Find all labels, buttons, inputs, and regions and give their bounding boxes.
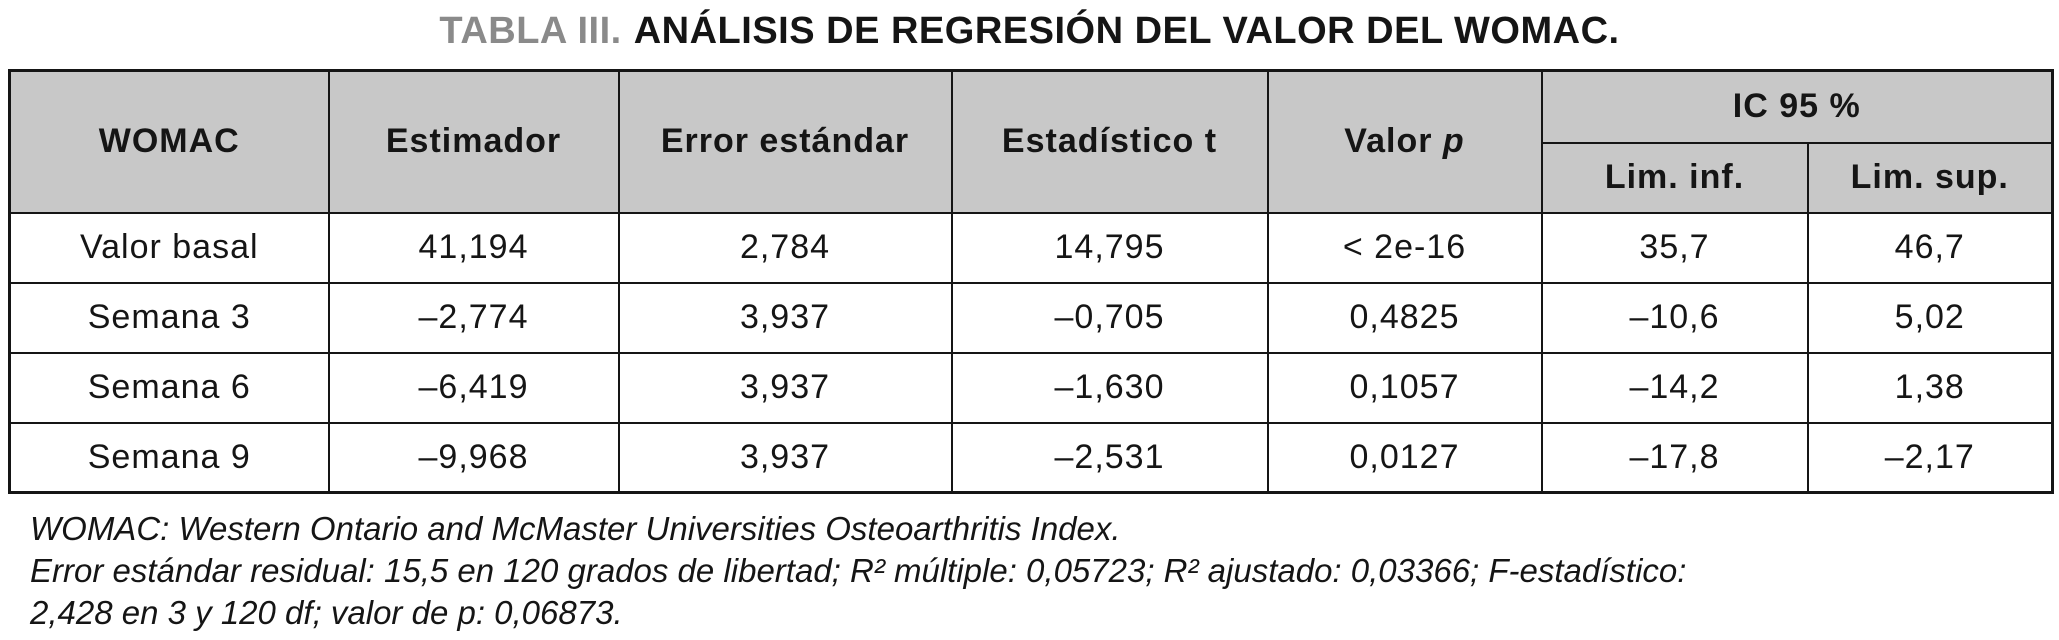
- table-cell: 5,02: [1806, 281, 2054, 354]
- column-header-error-estandar: Error estándar: [617, 69, 953, 214]
- table-row-semana-6: Semana 6 –6,419 3,937 –1,630 0,1057 –14,…: [8, 351, 2054, 424]
- table-cell: Valor basal: [8, 211, 330, 284]
- table-cell: –6,419: [327, 351, 620, 424]
- table-cell: 1,38: [1806, 351, 2054, 424]
- table-cell: Semana 3: [8, 281, 330, 354]
- table-cell: 2,784: [617, 211, 953, 284]
- table-cell: –0,705: [950, 281, 1269, 354]
- table-cell: Semana 9: [8, 421, 330, 494]
- table-cell: –17,8: [1540, 421, 1809, 494]
- table-cell: 3,937: [617, 281, 953, 354]
- column-header-lim-sup: Lim. sup.: [1806, 141, 2054, 214]
- column-header-estimador: Estimador: [327, 69, 620, 214]
- table-row-semana-3: Semana 3 –2,774 3,937 –0,705 0,4825 –10,…: [8, 281, 2054, 354]
- table-row-valor-basal: Valor basal 41,194 2,784 14,795 < 2e-16 …: [8, 211, 2054, 284]
- column-header-womac: WOMAC: [8, 69, 330, 214]
- table-cell: 41,194: [327, 211, 620, 284]
- table-cell: 35,7: [1540, 211, 1809, 284]
- footnote-line: 2,428 en 3 y 120 df; valor de p: 0,06873…: [30, 594, 623, 631]
- table-cell: –2,17: [1806, 421, 2054, 494]
- column-header-estadistico-t: Estadístico t: [950, 69, 1269, 214]
- header-row-sub: Lim. inf. Lim. sup.: [10, 141, 2054, 214]
- table-cell: –10,6: [1540, 281, 1809, 354]
- column-header-ic95: IC 95 %: [1540, 69, 2054, 144]
- table-cell: 3,937: [617, 421, 953, 494]
- table-cell: –9,968: [327, 421, 620, 494]
- table-cell: 0,0127: [1266, 421, 1543, 494]
- footnote-line: WOMAC: Western Ontario and McMaster Univ…: [30, 510, 1121, 547]
- table-number-label: TABLA III.: [439, 10, 622, 52]
- table-cell: –2,774: [327, 281, 620, 354]
- header-row-top: WOMAC Estimador Error estándar Estadísti…: [8, 69, 2054, 214]
- table-footnotes: WOMAC: Western Ontario and McMaster Univ…: [30, 508, 2059, 634]
- table-title-text: ANÁLISIS DE REGRESIÓN DEL VALOR DEL WOMA…: [633, 10, 1620, 52]
- valor-p-italic: p: [1442, 122, 1465, 161]
- table-cell: 46,7: [1806, 211, 2054, 284]
- table-cell: 14,795: [950, 211, 1269, 284]
- table-cell: 0,4825: [1266, 281, 1543, 354]
- footnote-line: Error estándar residual: 15,5 en 120 gra…: [30, 552, 1687, 589]
- table-cell: 0,1057: [1266, 351, 1543, 424]
- column-header-valor-p: Valor p: [1266, 69, 1543, 214]
- valor-p-text: Valor: [1344, 122, 1433, 161]
- table-cell: –1,630: [950, 351, 1269, 424]
- table-cell: –2,531: [950, 421, 1269, 494]
- table-cell: Semana 6: [8, 351, 330, 424]
- column-header-lim-inf: Lim. inf.: [1540, 141, 1809, 214]
- regression-table: WOMAC Estimador Error estándar Estadísti…: [8, 69, 2055, 494]
- page-title: TABLA III. ANÁLISIS DE REGRESIÓN DEL VALO…: [0, 0, 2059, 53]
- table-row-semana-9: Semana 9 –9,968 3,937 –2,531 0,0127 –17,…: [8, 421, 2054, 494]
- table-cell: 3,937: [617, 351, 953, 424]
- table-cell: –14,2: [1540, 351, 1809, 424]
- table-cell: < 2e-16: [1266, 211, 1543, 284]
